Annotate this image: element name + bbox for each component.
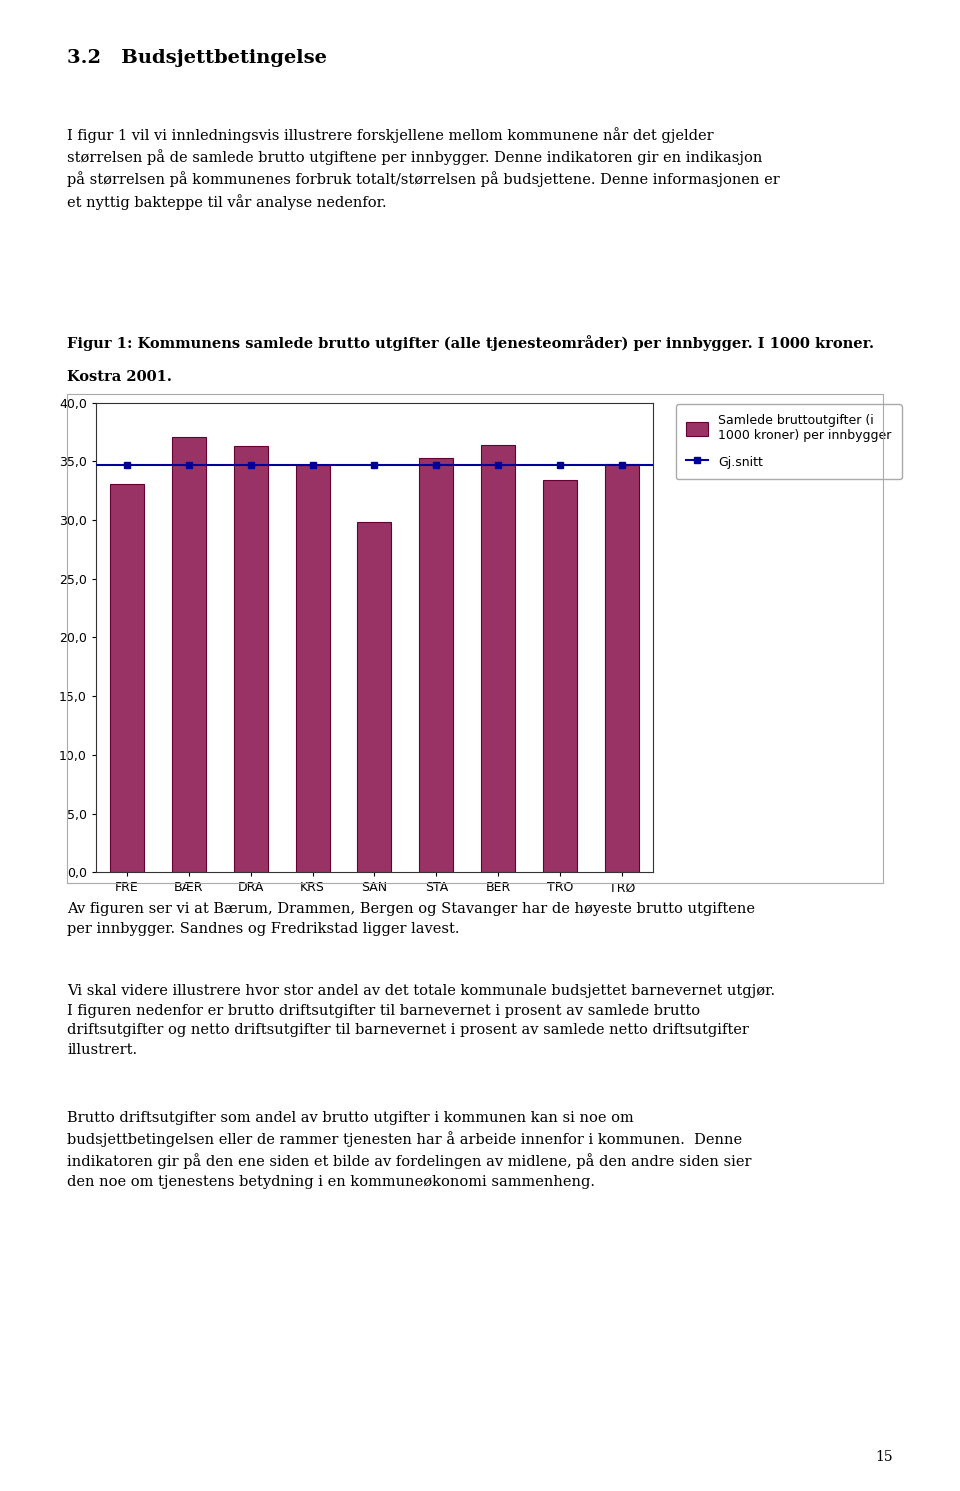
Text: 3.2   Budsjettbetingelse: 3.2 Budsjettbetingelse	[67, 49, 327, 67]
Bar	[357, 522, 392, 872]
Bar	[481, 444, 516, 872]
Bar	[420, 458, 453, 872]
Text: I figur 1 vil vi innledningsvis illustrere forskjellene mellom kommunene når det: I figur 1 vil vi innledningsvis illustre…	[67, 127, 780, 210]
Bar	[605, 464, 639, 872]
Text: Vi skal videre illustrere hvor stor andel av det totale kommunale budsjettet bar: Vi skal videre illustrere hvor stor ande…	[67, 984, 776, 1057]
Bar	[109, 483, 144, 872]
Text: Figur 1: Kommunens samlede brutto utgifter (alle tjenesteområder) per innbygger.: Figur 1: Kommunens samlede brutto utgift…	[67, 335, 875, 352]
Bar	[172, 437, 205, 872]
Text: 15: 15	[876, 1451, 893, 1464]
Bar	[233, 446, 268, 872]
Bar	[296, 465, 329, 872]
Text: Kostra 2001.: Kostra 2001.	[67, 370, 172, 383]
Text: Av figuren ser vi at Bærum, Drammen, Bergen og Stavanger har de høyeste brutto u: Av figuren ser vi at Bærum, Drammen, Ber…	[67, 902, 756, 935]
Legend: Samlede bruttoutgifter (i
1000 kroner) per innbygger, Gj.snitt: Samlede bruttoutgifter (i 1000 kroner) p…	[676, 404, 901, 479]
Text: Brutto driftsutgifter som andel av brutto utgifter i kommunen kan si noe om
buds: Brutto driftsutgifter som andel av brutt…	[67, 1111, 752, 1188]
Bar	[543, 480, 577, 872]
